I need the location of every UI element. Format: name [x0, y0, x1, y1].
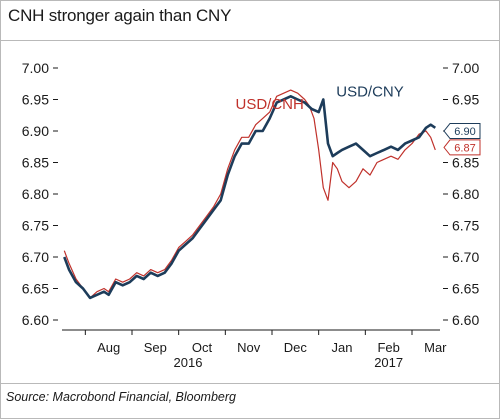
- x-year-label: 2017: [374, 355, 403, 370]
- usd-cnh-label: USD/CNH: [235, 96, 303, 113]
- y-tick-label-left: 6.60: [22, 312, 49, 328]
- y-tick-label-left: 6.85: [22, 155, 49, 171]
- y-tick-label-left: 6.70: [22, 249, 49, 265]
- usd-cny-line: [63, 95, 437, 300]
- x-tick-label: Jan: [332, 340, 353, 355]
- y-tick-label-right: 6.75: [452, 218, 479, 234]
- y-tick-label-left: 6.80: [22, 186, 49, 202]
- title-divider: [0, 40, 500, 41]
- chart-annotations: USD/CNH 6.87 USD/CNY 6.90: [235, 83, 481, 156]
- x-tick-label: Aug: [97, 340, 120, 355]
- y-tick-label-left: 6.90: [22, 123, 49, 139]
- usd-cnh-line: [63, 89, 436, 299]
- y-tick-label-right: 6.60: [452, 312, 479, 328]
- x-year-label: 2016: [174, 355, 203, 370]
- usd-cny-last-value: 6.90: [454, 126, 475, 138]
- y-tick-label-right: 6.65: [452, 281, 479, 297]
- x-tick-label: Sep: [144, 340, 167, 355]
- chart-series: [63, 89, 437, 300]
- y-tick-label-left: 6.95: [22, 92, 49, 108]
- x-tick-label: Nov: [237, 340, 261, 355]
- chart-title: CNH stronger again than CNY: [8, 6, 232, 25]
- usd-cnh-last-value: 6.87: [454, 142, 475, 154]
- source-note: Source: Macrobond Financial, Bloomberg: [6, 390, 236, 404]
- x-tick-label: Feb: [377, 340, 399, 355]
- usd-cnh-last-value-flag: [443, 139, 481, 156]
- y-tick-label-right: 7.00: [452, 60, 479, 76]
- source-divider: [0, 383, 500, 384]
- x-tick-label: Dec: [284, 340, 308, 355]
- usd-cny-label: USD/CNY: [336, 83, 404, 100]
- y-tick-label-left: 7.00: [22, 60, 49, 76]
- x-tick-label: Mar: [424, 340, 447, 355]
- y-tick-label-right: 6.70: [452, 249, 479, 265]
- y-tick-label-right: 6.95: [452, 92, 479, 108]
- y-tick-label-right: 6.85: [452, 155, 479, 171]
- y-tick-label-right: 6.80: [452, 186, 479, 202]
- x-tick-label: Oct: [192, 340, 213, 355]
- y-tick-label-left: 6.65: [22, 281, 49, 297]
- usd-cny-last-value-flag: [443, 123, 481, 139]
- y-tick-label-left: 6.75: [22, 218, 49, 234]
